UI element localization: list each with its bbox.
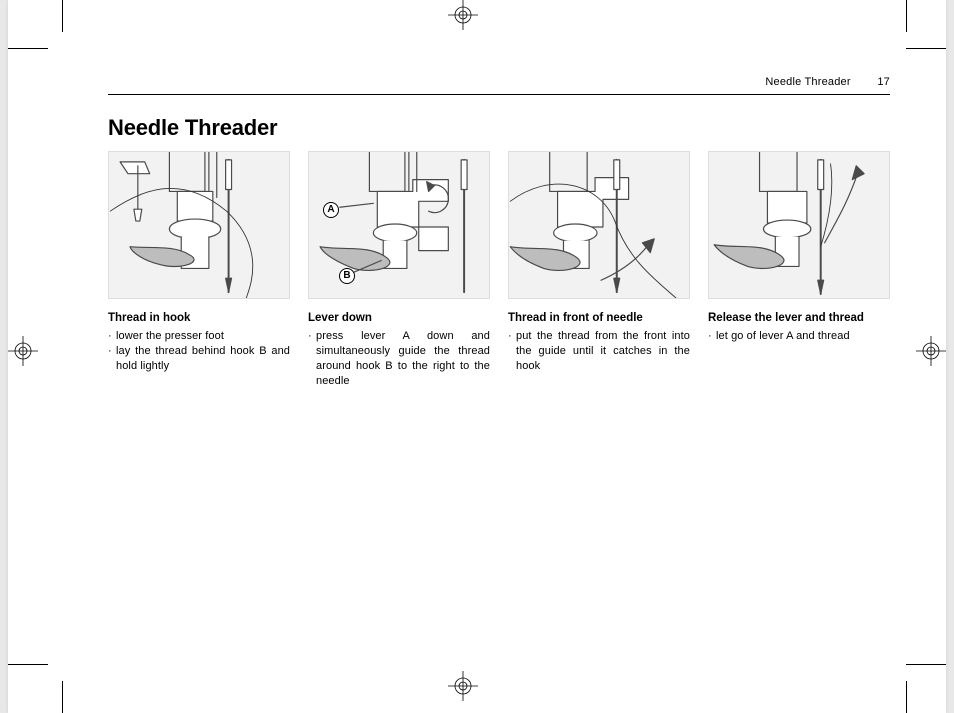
crop-mark [906,0,907,32]
steps-row: Thread in hook lower the presser foot la… [108,151,890,389]
step-column: Thread in front of needle put the thread… [508,151,690,389]
crop-mark [906,681,907,713]
step-column: Release the lever and thread let go of l… [708,151,890,389]
callout-label-a: A [323,202,339,218]
bullet-item: lay the thread behind hook B and hold li… [108,344,290,374]
step-illustration [508,151,690,299]
registration-mark-icon [8,336,38,366]
crop-mark [8,664,48,665]
step-bullets: put the thread from the front into the g… [508,329,690,374]
running-head: Needle Threader 17 [108,76,890,88]
bullet-item: lower the presser foot [108,329,290,344]
step-heading: Lever down [308,311,490,325]
step-heading: Thread in front of needle [508,311,690,325]
step-heading: Release the lever and thread [708,311,890,325]
crop-mark [62,0,63,32]
page-title: Needle Threader [108,115,890,141]
step-bullets: lower the presser foot lay the thread be… [108,329,290,374]
crop-mark [906,48,946,49]
step-illustration: A B [308,151,490,299]
running-head-section: Needle Threader [765,76,850,88]
step-heading: Thread in hook [108,311,290,325]
bullet-item: press lever A down and simultaneously gu… [308,329,490,388]
crop-mark [8,48,48,49]
callout-label-b: B [339,268,355,284]
registration-mark-icon [448,0,478,30]
crop-mark [906,664,946,665]
step-bullets: press lever A down and simultaneously gu… [308,329,490,388]
step-column: A B Lever down press lever A down and si… [308,151,490,389]
header-divider [108,94,890,95]
registration-mark-icon [916,336,946,366]
page-number: 17 [854,76,890,88]
registration-mark-icon [448,671,478,701]
bullet-item: let go of lever A and thread [708,329,890,344]
step-illustration [708,151,890,299]
step-bullets: let go of lever A and thread [708,329,890,344]
step-column: Thread in hook lower the presser foot la… [108,151,290,389]
step-illustration [108,151,290,299]
bullet-item: put the thread from the front into the g… [508,329,690,374]
crop-mark [62,681,63,713]
